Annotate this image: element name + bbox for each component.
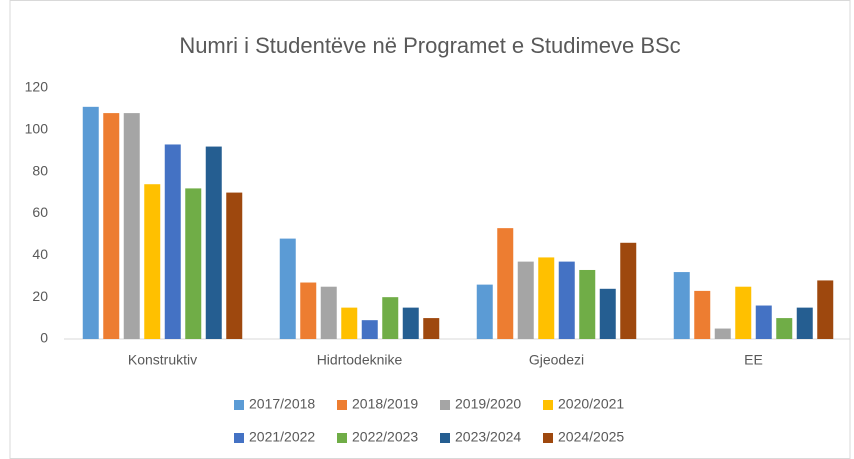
legend-label: 2021/2022 [249, 429, 315, 445]
bar [599, 288, 616, 339]
legend-swatch [337, 433, 347, 443]
bar [558, 261, 575, 339]
bar [776, 318, 793, 339]
bar [517, 261, 534, 339]
bar [735, 286, 752, 339]
legend-swatch [440, 433, 450, 443]
bar [164, 144, 181, 339]
x-tick-label: Konstruktiv [128, 352, 197, 368]
bar [620, 242, 637, 339]
legend-swatch [337, 400, 347, 410]
legend-swatch [234, 433, 244, 443]
legend-swatch [440, 400, 450, 410]
y-tick-label: 60 [32, 204, 48, 220]
bar [817, 280, 834, 339]
bar [714, 328, 731, 339]
bar [144, 184, 161, 339]
legend-label: 2019/2020 [455, 396, 521, 412]
bar [796, 307, 813, 339]
bar [402, 307, 419, 339]
bar [497, 228, 514, 339]
legend-label: 2023/2024 [455, 429, 521, 445]
bar [103, 113, 120, 339]
bar [279, 238, 296, 339]
y-tick-label: 120 [25, 79, 49, 95]
bar [123, 113, 140, 339]
bar [423, 318, 440, 339]
legend-label: 2018/2019 [352, 396, 418, 412]
bar [226, 192, 243, 339]
x-tick-label: Gjeodezi [529, 352, 584, 368]
x-tick-label: Hidrtodeknike [317, 352, 403, 368]
y-tick-label: 80 [32, 162, 48, 178]
x-tick-label: EE [744, 352, 763, 368]
bar [300, 282, 317, 339]
bar [755, 305, 772, 339]
chart-title: Numri i Studentëve në Programet e Studim… [179, 33, 680, 58]
bar [361, 320, 378, 339]
bar [673, 272, 690, 339]
bar [476, 284, 493, 339]
bar [185, 188, 202, 339]
y-tick-label: 100 [25, 121, 49, 137]
legend-swatch [543, 433, 553, 443]
bar [320, 286, 337, 339]
y-tick-label: 40 [32, 246, 48, 262]
legend-swatch [543, 400, 553, 410]
legend-label: 2020/2021 [558, 396, 624, 412]
bar [382, 297, 399, 339]
bar [579, 269, 596, 339]
bar [694, 290, 711, 339]
legend-label: 2022/2023 [352, 429, 418, 445]
bar [538, 257, 555, 339]
legend-label: 2024/2025 [558, 429, 624, 445]
legend-label: 2017/2018 [249, 396, 315, 412]
bar [82, 106, 99, 339]
legend-swatch [234, 400, 244, 410]
y-tick-label: 20 [32, 288, 48, 304]
bar [341, 307, 358, 339]
bar [205, 146, 222, 339]
y-tick-label: 0 [40, 330, 48, 346]
